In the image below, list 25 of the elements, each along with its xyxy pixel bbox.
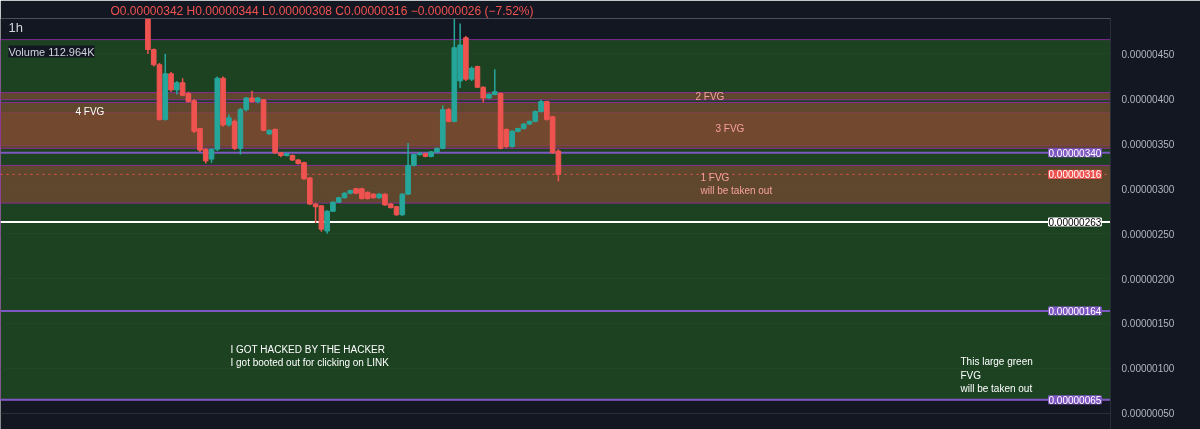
text: O0.00000342 H0.00000344 L0.00000308 C0.00000316 −0.00000026 (−7.52%) xyxy=(110,3,534,18)
y-tick-label: 0.00000400 xyxy=(1121,93,1175,105)
band-label: This large green FVG will be taken out xyxy=(959,356,1033,394)
annotation: I GOT HACKED BY THE HACKER xyxy=(230,343,385,355)
band-label: 2 FVG xyxy=(695,90,725,102)
band-label: 3 FVG xyxy=(715,123,745,135)
ref-line-label: 0.00000065 xyxy=(1048,394,1102,406)
y-tick-label: 0.00000250 xyxy=(1121,228,1175,240)
y-tick-label: 0.00000350 xyxy=(1121,138,1175,150)
candlestick xyxy=(168,71,174,93)
ref-line-label: 0.00000164 xyxy=(1048,305,1102,317)
y-tick-label: 0.00000200 xyxy=(1121,273,1175,285)
y-tick-label: 0.00000050 xyxy=(1121,408,1175,420)
band-label: 4 FVG xyxy=(75,106,105,118)
y-tick-label: 0.00000450 xyxy=(1121,48,1175,60)
band-label: 1 FVG will be taken out xyxy=(699,172,773,197)
y-tick-label: 0.00000150 xyxy=(1121,318,1175,330)
y-tick-label: 0.00000100 xyxy=(1121,363,1175,375)
y-tick-label: 0.00000300 xyxy=(1121,183,1175,195)
annotation: Volume 112.964K xyxy=(8,45,96,58)
ref-line-label: 0.00000263 xyxy=(1048,216,1102,228)
annotation: I got booted out for clicking on LINK xyxy=(230,356,390,368)
chart-title: 1h xyxy=(8,19,23,35)
ref-line-label: 0.00000316 xyxy=(1048,169,1102,181)
ref-line-label: 0.00000340 xyxy=(1048,147,1102,159)
